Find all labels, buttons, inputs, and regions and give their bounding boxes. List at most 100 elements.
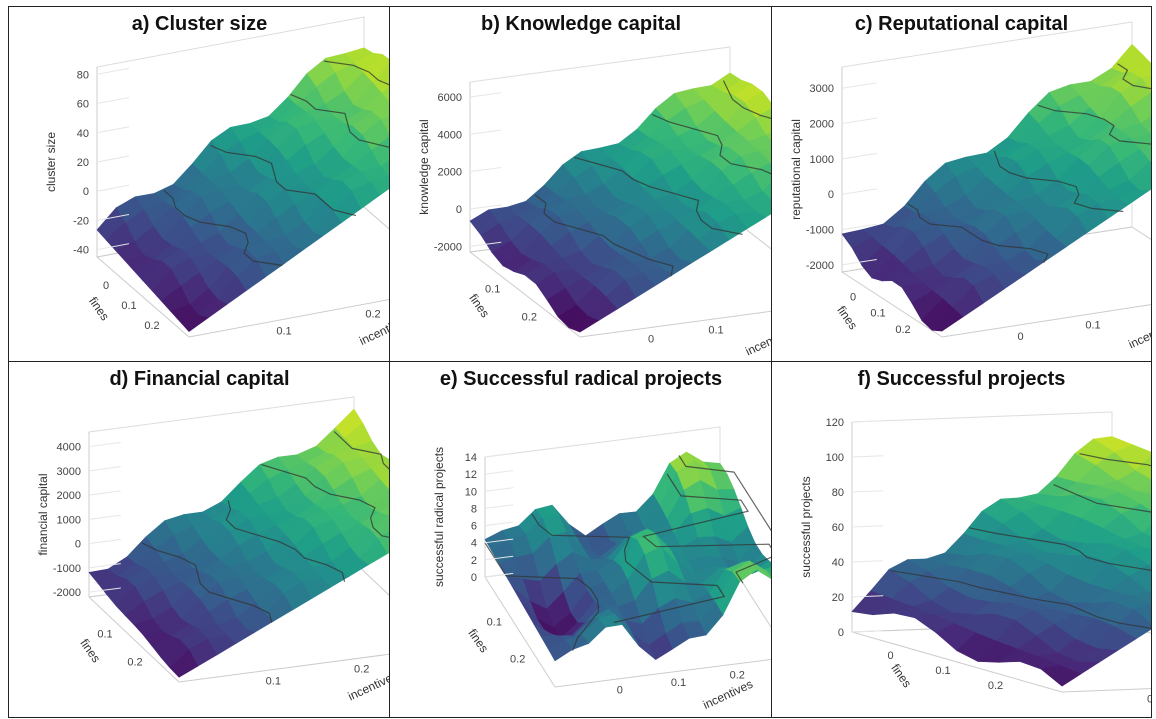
fines-tick-label: 0 bbox=[887, 650, 893, 662]
contour-line bbox=[225, 500, 346, 582]
fines-tick-label: 0.2 bbox=[144, 320, 159, 332]
surface-cell bbox=[169, 649, 199, 678]
incentives-tick-label: 0 bbox=[648, 333, 654, 345]
fines-axis-label: fines bbox=[86, 294, 112, 323]
incentives-axis-label: incentives bbox=[743, 323, 773, 358]
incentives-tick-label: 0.2 bbox=[365, 309, 380, 321]
fines-tick-label: 0.2 bbox=[988, 680, 1003, 692]
z-tick-label: 0 bbox=[828, 189, 834, 201]
chart-panel-a: -40 -20 0 20 40 60 80 cluster size 0 0.1 0.2 fines 0… bbox=[8, 6, 391, 363]
z-axis-label: cluster size bbox=[44, 132, 58, 192]
z-tick-label: 0 bbox=[456, 204, 462, 216]
z-axis-label: successful projects bbox=[799, 476, 813, 577]
contour-line bbox=[1079, 453, 1151, 467]
z-axis-label: knowledge capital bbox=[417, 119, 431, 214]
z-tick-label: -2000 bbox=[806, 260, 834, 272]
surface-cell bbox=[1150, 92, 1151, 93]
z-tick-label: -40 bbox=[73, 245, 89, 257]
z-tick-label: 6000 bbox=[438, 92, 462, 104]
z-tick-label: 40 bbox=[832, 557, 844, 569]
chart-panel-e: 0 2 4 6 8 10 12 14 successful radical projects 0.… bbox=[389, 361, 773, 718]
z-tick-label: 8 bbox=[471, 503, 477, 515]
fines-tick-label: 0.2 bbox=[510, 653, 525, 665]
z-tick-label: 2000 bbox=[810, 119, 834, 131]
incentives-axis-label: incentives bbox=[701, 677, 755, 712]
surface-plot-c: -2000 -1000 0 1000 2000 3000 reputational capi… bbox=[789, 21, 1152, 351]
z-tick-label: -2000 bbox=[434, 241, 462, 253]
z-tick-label: 60 bbox=[832, 522, 844, 534]
z-tick-label: 4000 bbox=[438, 129, 462, 141]
surface-cell bbox=[1139, 498, 1151, 512]
surface-mesh bbox=[851, 436, 1151, 687]
incentives-axis-label: incentives bbox=[1126, 316, 1152, 351]
surface-cell bbox=[1143, 546, 1151, 551]
surface-cell bbox=[179, 314, 209, 333]
z-tick-label: 6 bbox=[471, 521, 477, 533]
z-axis-label: successful radical projects bbox=[432, 447, 446, 587]
incentives-tick-label: 0.1 bbox=[1147, 694, 1152, 706]
surface-plot-b: -2000 0 2000 4000 6000 knowledge capital 0.1 0.… bbox=[417, 46, 773, 358]
surface-cell bbox=[1142, 525, 1151, 538]
z-tick-label: 0 bbox=[838, 627, 844, 639]
chart-title: d) Financial capital bbox=[109, 368, 290, 390]
z-tick-label: 4 bbox=[471, 538, 477, 550]
contour-line bbox=[531, 513, 726, 624]
z-tick-label: -20 bbox=[73, 215, 89, 227]
fines-tick-label: 0 bbox=[103, 280, 109, 292]
contour-line bbox=[323, 60, 390, 86]
z-tick-label: 3000 bbox=[57, 466, 81, 478]
surface-cell bbox=[1147, 562, 1151, 568]
z-tick-label: 0 bbox=[83, 186, 89, 198]
surface-cell bbox=[765, 131, 772, 143]
fines-tick-label: 0.1 bbox=[870, 308, 885, 320]
z-tick-label: 80 bbox=[832, 487, 844, 499]
z-axis-label: reputational capital bbox=[789, 119, 803, 220]
z-tick-label: 2000 bbox=[57, 490, 81, 502]
z-tick-label: 0 bbox=[471, 572, 477, 584]
contour-line bbox=[968, 527, 1151, 571]
surface-mesh bbox=[484, 451, 772, 662]
fines-axis-label: fines bbox=[466, 291, 492, 320]
incentives-tick-label: 0.1 bbox=[671, 677, 686, 689]
surface-plot-f: 0 20 40 60 80 100 120 successful projects 0 0.1 0.… bbox=[799, 411, 1152, 706]
incentives-tick-label: 0.1 bbox=[266, 675, 281, 687]
z-tick-label: 3000 bbox=[810, 83, 834, 95]
chart-title: f) Successful projects bbox=[857, 368, 1066, 390]
surface-cell bbox=[1136, 485, 1151, 495]
surface-cell bbox=[568, 315, 600, 333]
z-tick-label: -2000 bbox=[53, 587, 81, 599]
contour-line bbox=[290, 93, 390, 149]
incentives-tick-label: 0.2 bbox=[354, 664, 369, 676]
contour-line bbox=[333, 430, 390, 471]
contour-line bbox=[163, 189, 283, 266]
chart-title: a) Cluster size bbox=[131, 13, 268, 35]
chart-panel-d: -2000 -1000 0 1000 2000 3000 4000 financial cap… bbox=[8, 361, 391, 718]
z-tick-label: 100 bbox=[826, 452, 844, 464]
contour-line bbox=[484, 542, 600, 651]
z-tick-label: 120 bbox=[826, 417, 844, 429]
z-axis-label: financial capital bbox=[36, 473, 50, 555]
z-tick-label: -1000 bbox=[53, 563, 81, 575]
fines-axis-label: fines bbox=[77, 636, 103, 665]
contour-line bbox=[722, 80, 772, 120]
surface-cell bbox=[547, 639, 573, 662]
fines-tick-label: 0.1 bbox=[487, 617, 502, 629]
chart-panel-c: -2000 -1000 0 1000 2000 3000 reputational capi… bbox=[771, 6, 1152, 363]
fines-tick-label: 0.2 bbox=[895, 324, 910, 336]
contour-line bbox=[1037, 104, 1151, 145]
incentives-tick-label: 0.2 bbox=[730, 670, 745, 682]
incentives-tick-label: 0.1 bbox=[1085, 320, 1100, 332]
surface-mesh bbox=[96, 47, 390, 333]
z-tick-label: 10 bbox=[465, 486, 477, 498]
contour-line bbox=[141, 542, 273, 623]
contour-line bbox=[890, 570, 1151, 629]
z-tick-label: 1000 bbox=[57, 514, 81, 526]
fines-tick-label: 0 bbox=[850, 291, 856, 303]
fines-axis-label: fines bbox=[465, 626, 491, 655]
fines-tick-label: 0.2 bbox=[127, 657, 142, 669]
z-tick-label: 2000 bbox=[438, 167, 462, 179]
z-tick-label: 4000 bbox=[57, 442, 81, 454]
z-tick-label: 80 bbox=[77, 69, 89, 81]
contour-line bbox=[993, 150, 1124, 213]
